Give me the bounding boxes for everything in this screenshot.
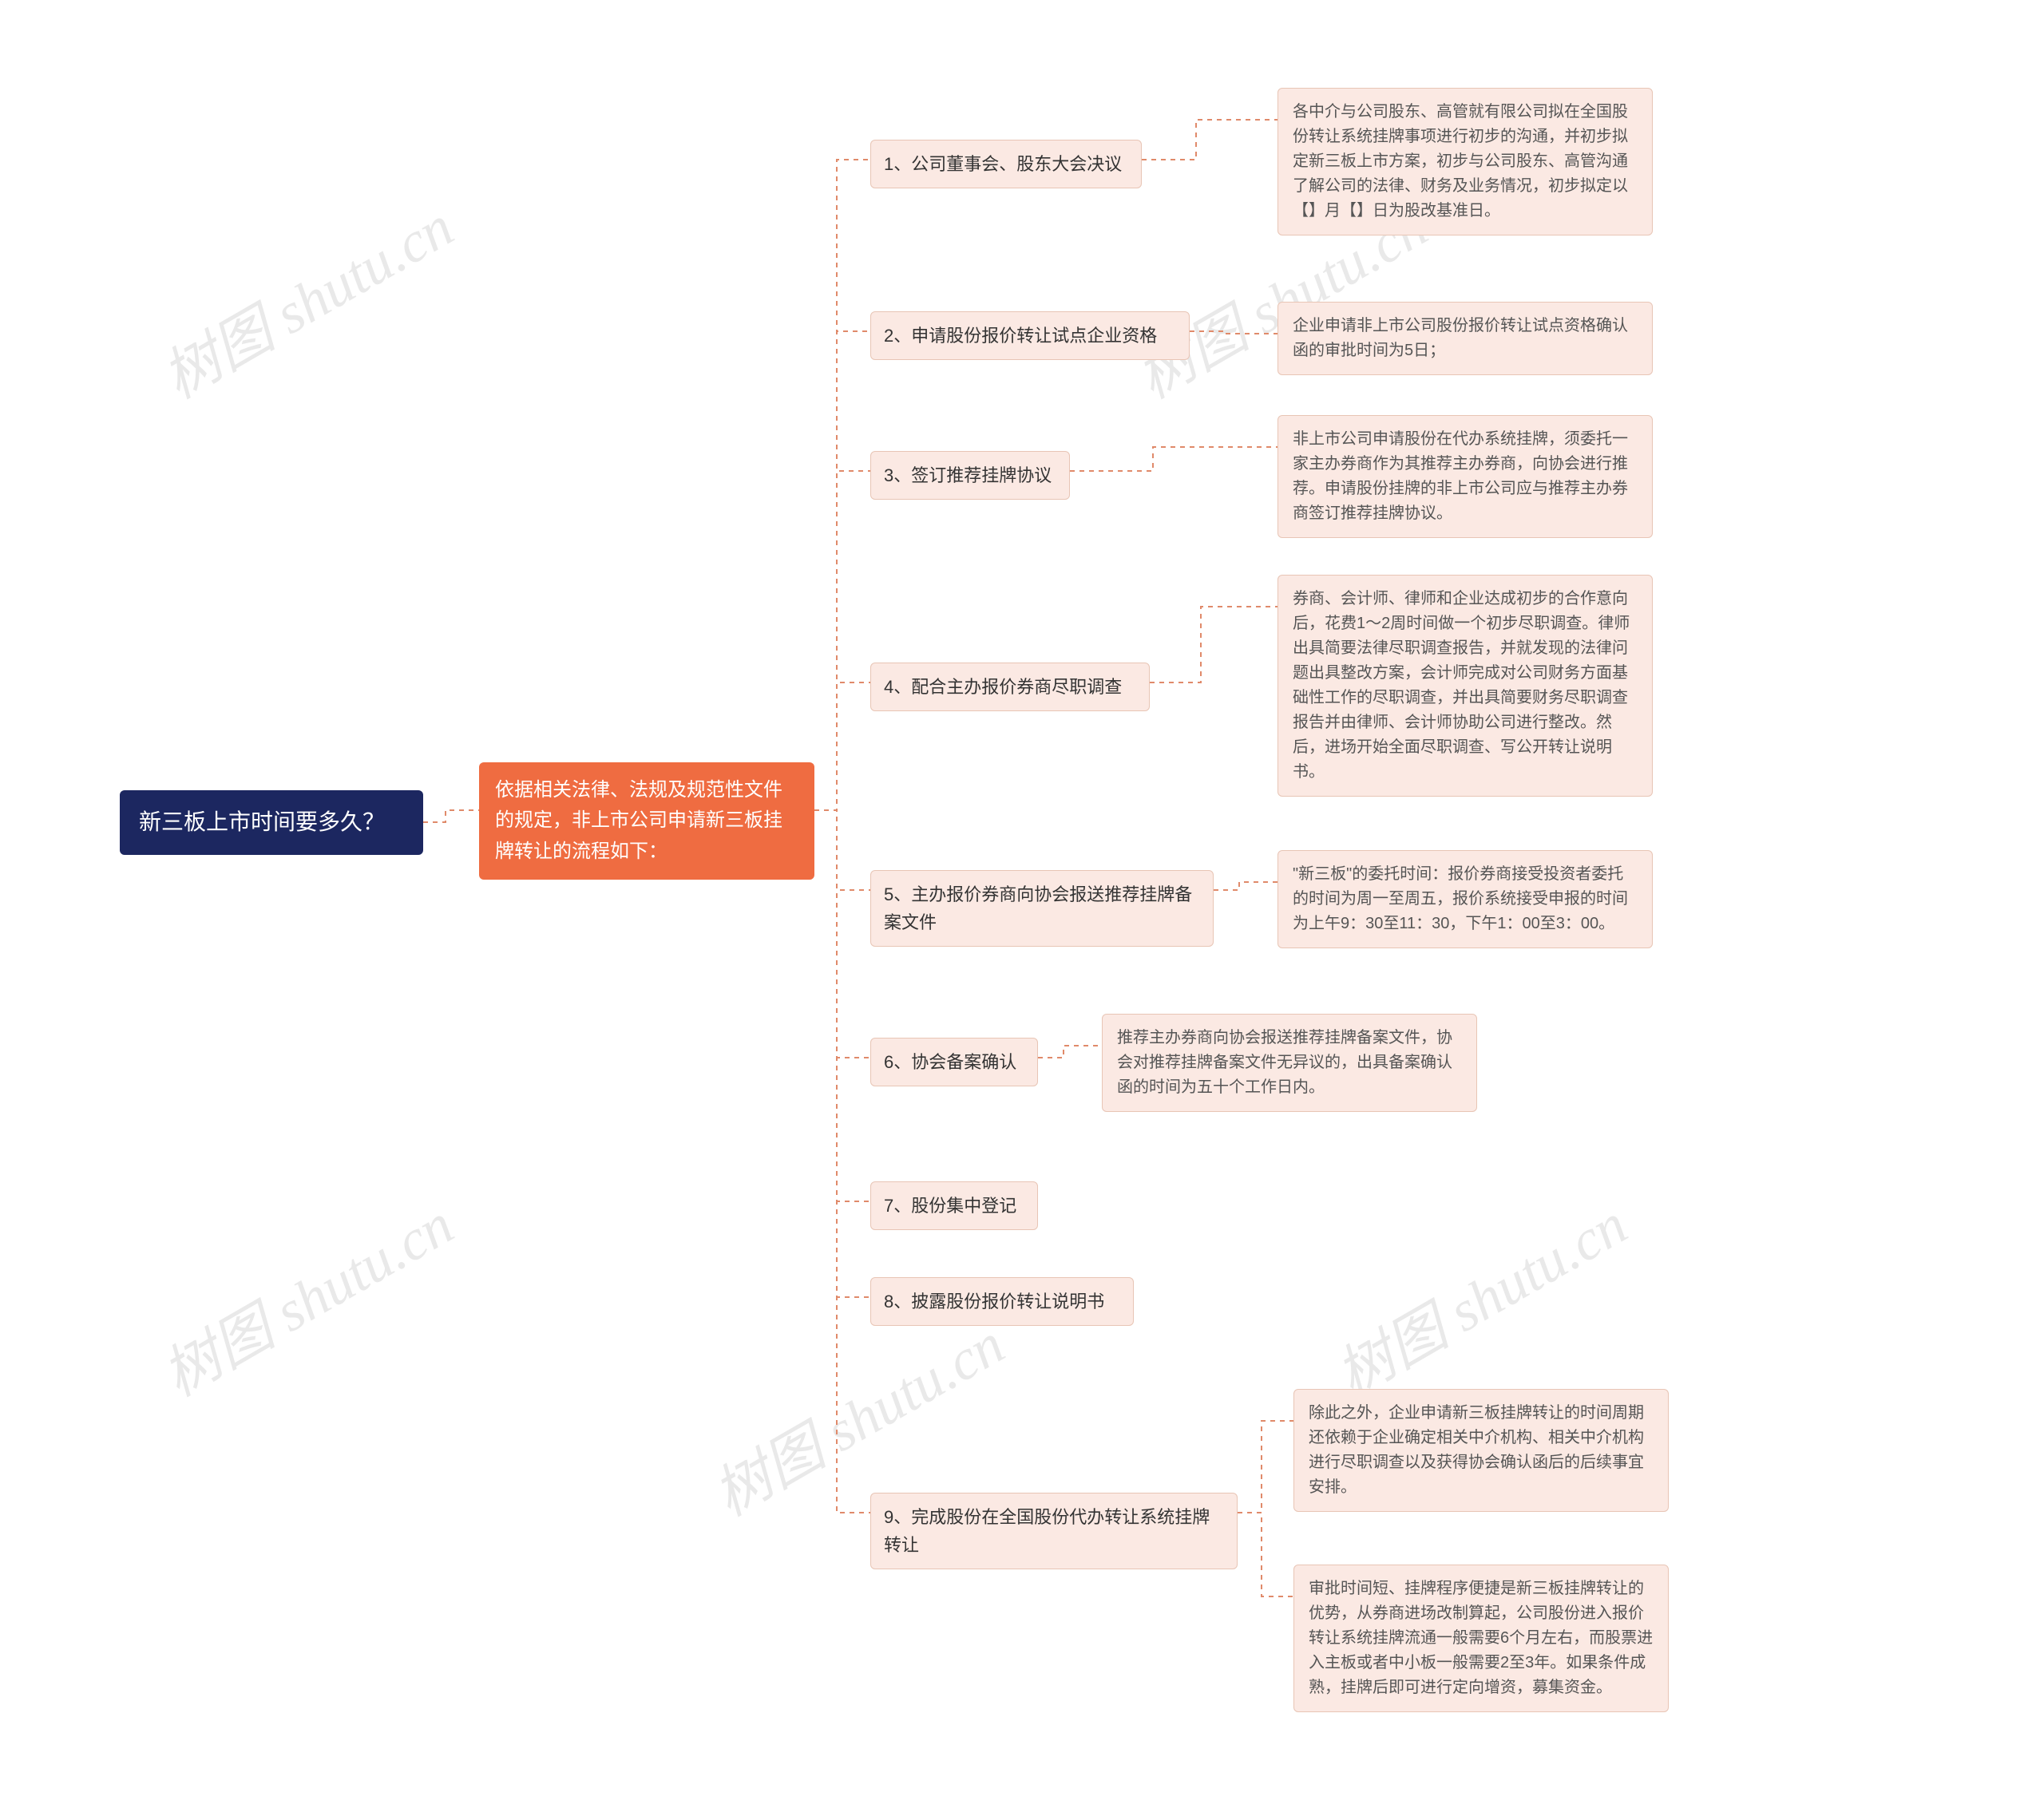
l2-node-2: 2、申请股份报价转让试点企业资格	[870, 311, 1190, 360]
l3-node: 企业申请非上市公司股份报价转让试点资格确认函的审批时间为5日；	[1278, 302, 1653, 375]
l3-node: 推荐主办券商向协会报送推荐挂牌备案文件，协会对推荐挂牌备案文件无异议的，出具备案…	[1102, 1014, 1477, 1112]
l2-node-3: 3、签订推荐挂牌协议	[870, 451, 1070, 500]
l3-node: 审批时间短、挂牌程序便捷是新三板挂牌转让的优势，从券商进场改制算起，公司股份进入…	[1293, 1565, 1669, 1712]
l2-node-4: 4、配合主办报价券商尽职调查	[870, 663, 1150, 711]
l3-node: 非上市公司申请股份在代办系统挂牌，须委托一家主办券商作为其推荐主办券商，向协会进…	[1278, 415, 1653, 538]
watermark: 树图 shutu.cn	[1318, 1178, 1639, 1412]
l2-node-1: 1、公司董事会、股东大会决议	[870, 140, 1142, 188]
l2-node-8: 8、披露股份报价转让说明书	[870, 1277, 1134, 1326]
l2-node-5: 5、主办报价券商向协会报送推荐挂牌备案文件	[870, 870, 1214, 947]
l2-node-9: 9、完成股份在全国股份代办转让系统挂牌转让	[870, 1493, 1238, 1569]
l2-node-7: 7、股份集中登记	[870, 1181, 1038, 1230]
l3-node: 券商、会计师、律师和企业达成初步的合作意向后，花费1～2周时间做一个初步尽职调查…	[1278, 575, 1653, 797]
l3-node: 除此之外，企业申请新三板挂牌转让的时间周期还依赖于企业确定相关中介机构、相关中介…	[1293, 1389, 1669, 1512]
watermark: 树图 shutu.cn	[145, 180, 465, 414]
level1-node: 依据相关法律、法规及规范性文件的规定，非上市公司申请新三板挂牌转让的流程如下：	[479, 762, 814, 880]
watermark: 树图 shutu.cn	[145, 1178, 465, 1412]
l3-node: "新三板"的委托时间：报价券商接受投资者委托的时间为周一至周五，报价系统接受申报…	[1278, 850, 1653, 948]
l2-node-6: 6、协会备案确认	[870, 1038, 1038, 1086]
root-node: 新三板上市时间要多久？	[120, 790, 423, 855]
l3-node: 各中介与公司股东、高管就有限公司拟在全国股份转让系统挂牌事项进行初步的沟通，并初…	[1278, 88, 1653, 235]
